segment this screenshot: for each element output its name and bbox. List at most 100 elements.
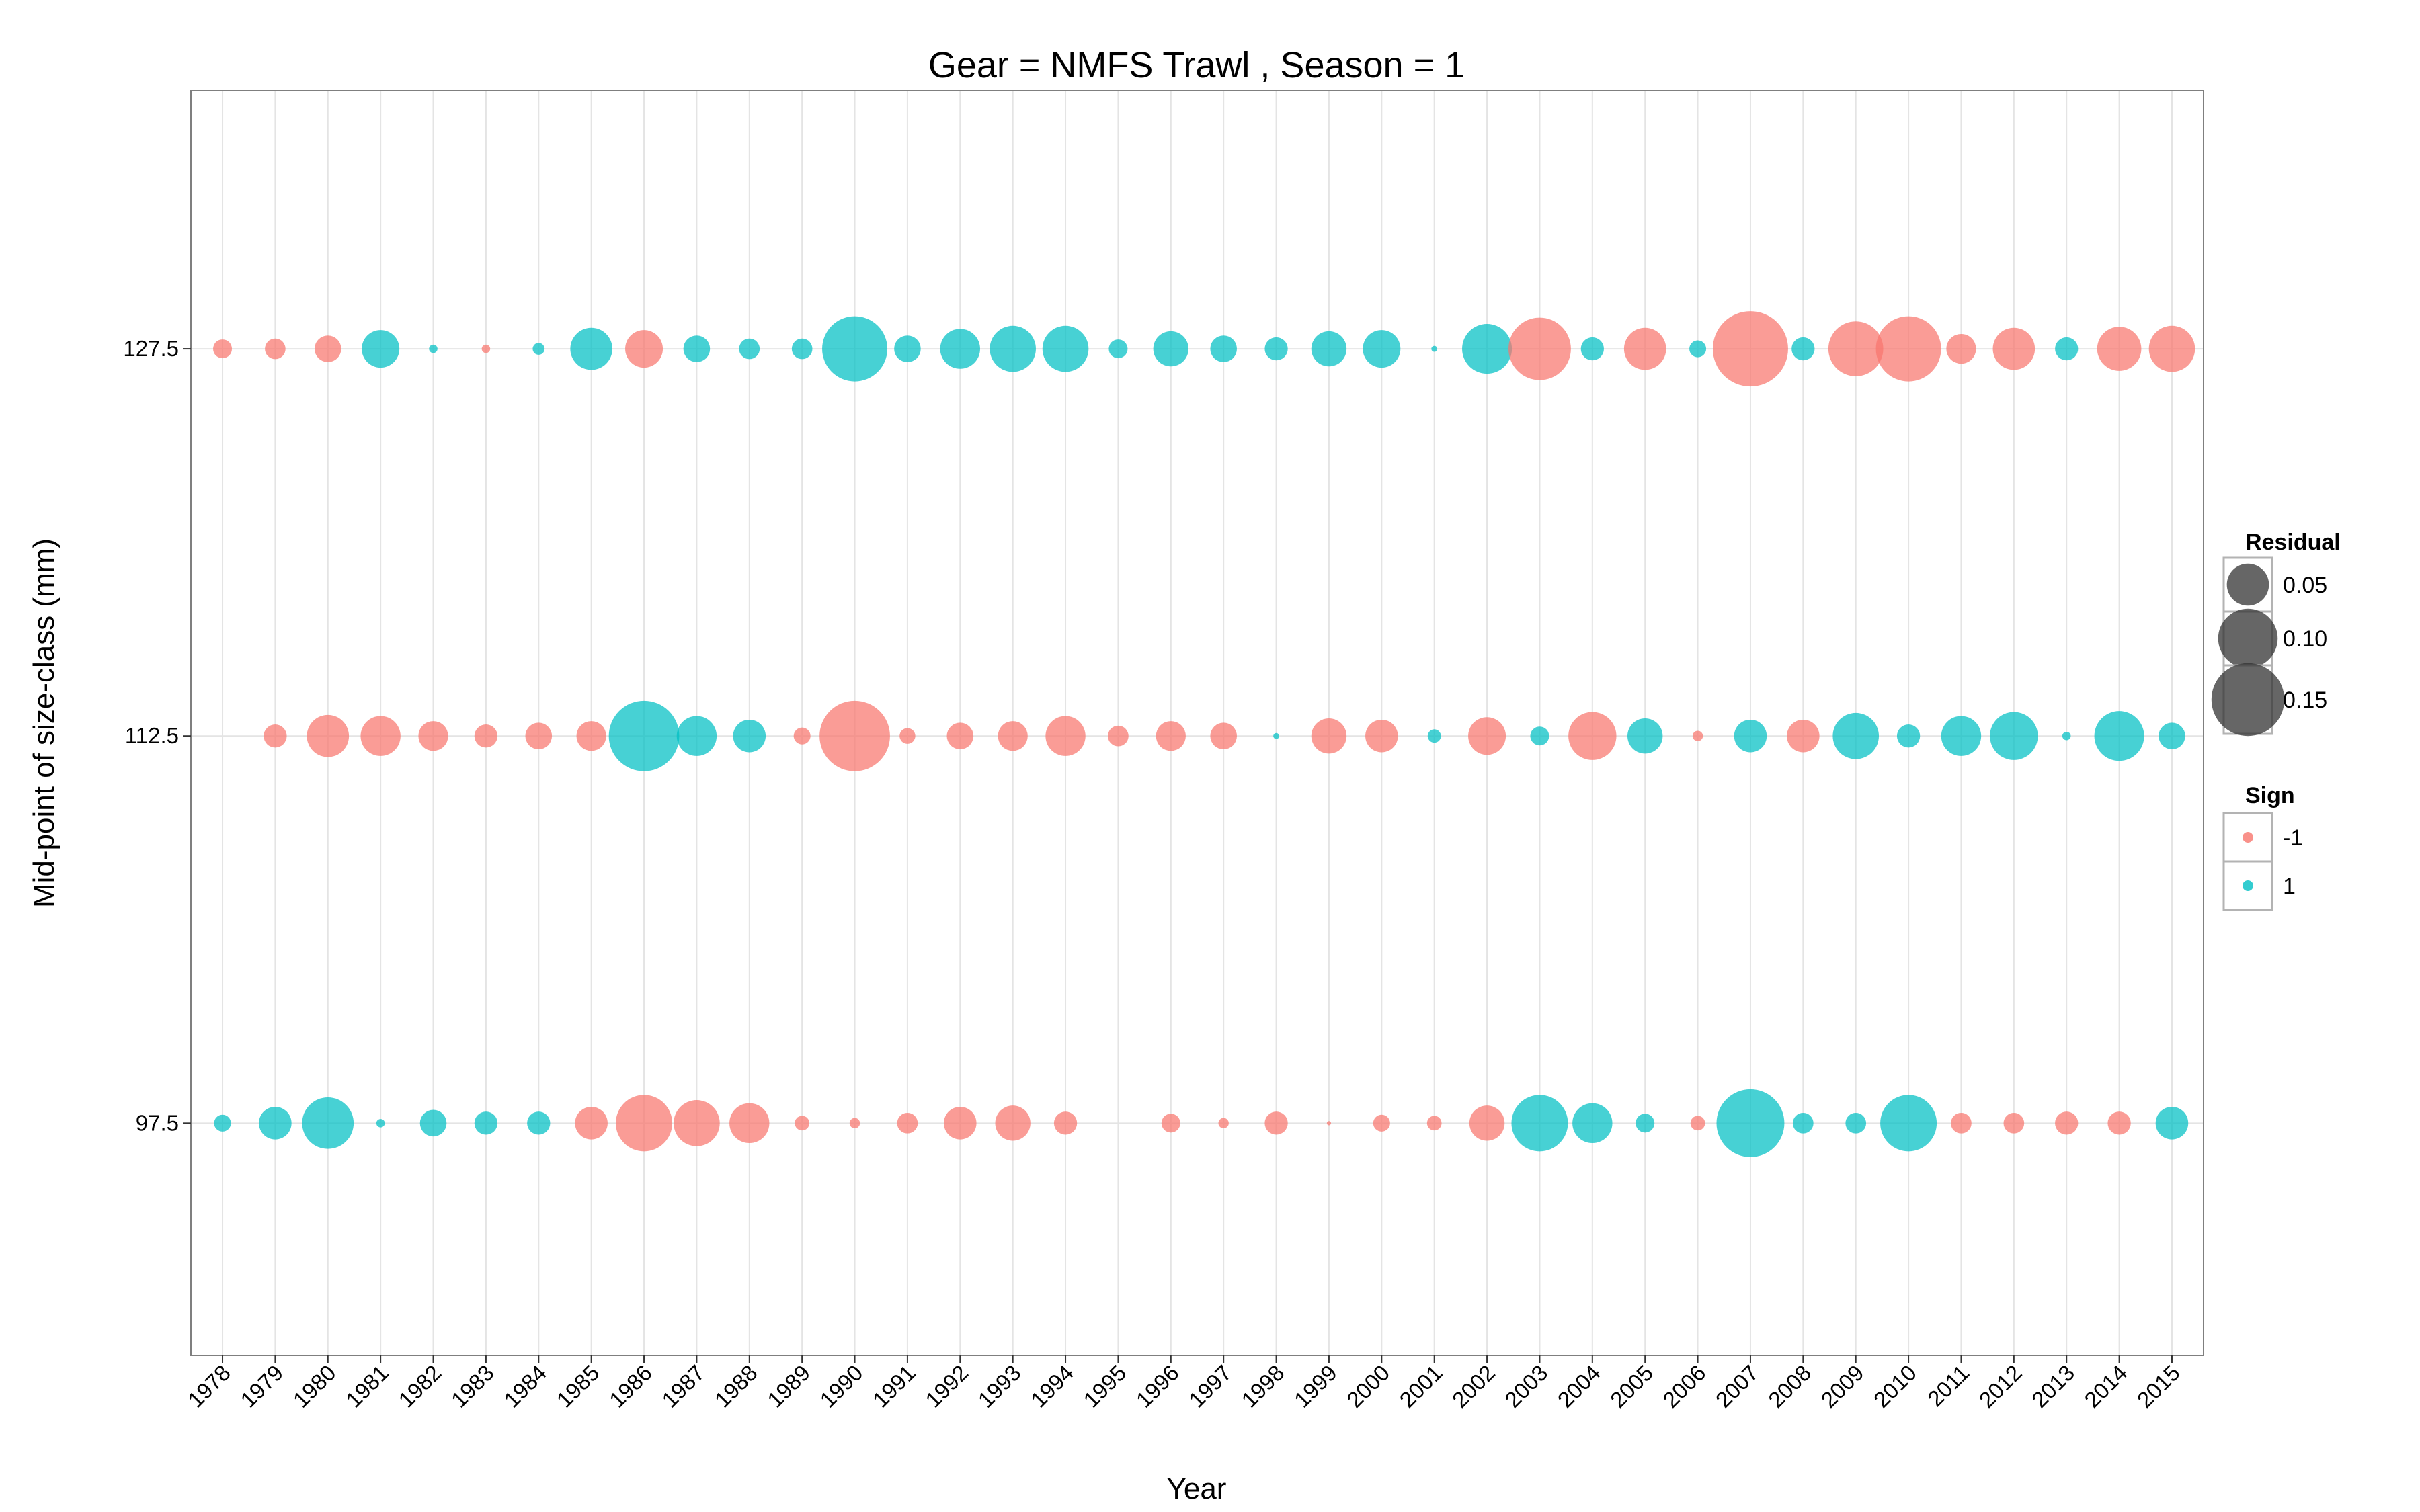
residual-bubble	[2062, 731, 2071, 741]
residual-bubble	[739, 338, 760, 360]
x-tick-label: 1981	[341, 1360, 393, 1413]
residual-bubble	[1373, 1114, 1390, 1132]
legend-residual-label: 0.15	[2283, 687, 2327, 713]
legend-residual-label: 0.05	[2283, 573, 2327, 598]
residual-bubble	[264, 724, 287, 748]
residual-bubble	[1469, 1105, 1505, 1141]
residual-bubble	[1880, 1095, 1937, 1152]
x-tick-label: 2007	[1711, 1360, 1763, 1413]
residual-bubble	[795, 1116, 810, 1131]
residual-bubble	[1326, 1121, 1332, 1126]
residual-bubble	[1832, 712, 1880, 759]
residual-bubble	[819, 700, 890, 771]
residual-bubble	[1042, 325, 1089, 372]
residual-bubble	[897, 1112, 918, 1134]
x-tick-label: 1997	[1184, 1360, 1236, 1413]
residual-bubble	[1156, 721, 1186, 751]
residual-bubble	[899, 728, 916, 744]
x-tick-label: 2012	[1974, 1360, 2027, 1413]
residual-bubble	[360, 716, 401, 756]
residual-bubble	[944, 1107, 977, 1140]
residual-bubble	[1990, 712, 2038, 760]
residual-bubble	[1572, 1103, 1613, 1144]
residual-bubble	[362, 330, 400, 368]
x-tick-label: 2011	[1923, 1360, 1974, 1411]
residual-bubble	[2159, 722, 2185, 750]
residual-bubble	[733, 719, 766, 753]
x-tick-label: 2002	[1447, 1360, 1500, 1413]
x-axis-title: Year	[1167, 1472, 1227, 1505]
residual-bubble	[1210, 335, 1237, 362]
x-tick-label: 2010	[1869, 1360, 1921, 1413]
chart-title: Gear = NMFS Trawl , Season = 1	[928, 45, 1465, 85]
legend-sign-label: -1	[2283, 825, 2303, 851]
residual-bubble	[525, 722, 553, 750]
residual-bubble	[307, 714, 350, 757]
residual-bubble	[575, 1107, 608, 1140]
residual-bubble	[2003, 1112, 2025, 1134]
axis-ticks: 1978 1979 1980 1981 1982 1983 1984 1985 1986 1987…	[123, 336, 2185, 1413]
residual-bubble	[481, 344, 491, 353]
residual-bubble	[674, 1100, 720, 1146]
residual-bubble	[849, 1118, 860, 1128]
legend-sign-swatch	[2243, 832, 2253, 843]
x-tick-label: 1992	[920, 1360, 973, 1413]
residual-bubble	[1636, 1114, 1655, 1133]
gridlines	[191, 91, 2204, 1355]
residual-bubble	[1845, 1112, 1867, 1134]
residual-bubble	[532, 343, 545, 355]
residual-bubble	[1941, 716, 1982, 756]
legend-sign-swatch	[2243, 880, 2253, 891]
x-tick-label: 2009	[1816, 1360, 1869, 1413]
residual-bubble	[940, 329, 981, 369]
residual-bubble	[1692, 730, 1703, 741]
residual-bubble	[2097, 327, 2142, 371]
x-tick-label: 1987	[657, 1360, 709, 1413]
legend: Residual 0.05 0.10 0.15 Sign -1 1	[2211, 530, 2341, 911]
residual-bubble	[1580, 337, 1604, 361]
residual-bubble	[894, 335, 921, 362]
residual-bubble	[1787, 719, 1820, 753]
residual-bubble	[1363, 330, 1401, 368]
x-tick-label: 2015	[2132, 1360, 2185, 1413]
residual-bubble	[265, 338, 286, 360]
x-tick-label: 1985	[552, 1360, 604, 1413]
residual-bubble	[1108, 339, 1128, 359]
legend-residual-swatch	[2226, 563, 2269, 606]
residual-bubble	[946, 722, 974, 750]
residual-bubble	[1896, 724, 1921, 748]
residual-bubble	[1264, 1111, 1288, 1135]
residual-bubble	[2055, 337, 2079, 361]
residual-bubble	[1690, 1116, 1705, 1131]
residual-bubble	[1468, 717, 1506, 755]
residual-bubble	[1311, 331, 1347, 367]
x-tick-label: 1980	[288, 1360, 341, 1413]
residual-bubble	[1568, 712, 1617, 760]
residual-bubble	[1716, 1089, 1785, 1157]
residual-bubble	[418, 721, 448, 751]
residual-bubble	[1045, 716, 1086, 756]
legend-residual-label: 0.10	[2283, 626, 2327, 652]
residual-bubble	[1791, 337, 1815, 361]
legend-residual-title: Residual	[2245, 530, 2341, 555]
residual-bubble	[1210, 722, 1237, 750]
residual-bubble	[259, 1107, 292, 1140]
residual-bubble	[2094, 711, 2144, 761]
x-tick-label: 1983	[446, 1360, 499, 1413]
residual-bubble	[1264, 337, 1288, 361]
residual-bubble	[729, 1103, 770, 1144]
residual-bubble	[1108, 725, 1129, 747]
plot-panel	[190, 90, 2204, 1356]
residual-bubble	[625, 330, 663, 368]
residual-bubble	[1431, 345, 1438, 352]
residual-bubble	[1365, 719, 1398, 753]
residual-bubble	[1876, 316, 1941, 382]
legend-residual-swatch	[2211, 663, 2285, 737]
residual-bubble	[1053, 1111, 1078, 1135]
y-tick-label: 127.5	[123, 336, 179, 361]
x-tick-label: 1993	[973, 1360, 1026, 1413]
residual-bubble	[1623, 327, 1666, 370]
x-tick-label: 2001	[1395, 1360, 1447, 1413]
residual-bubble	[608, 700, 680, 771]
